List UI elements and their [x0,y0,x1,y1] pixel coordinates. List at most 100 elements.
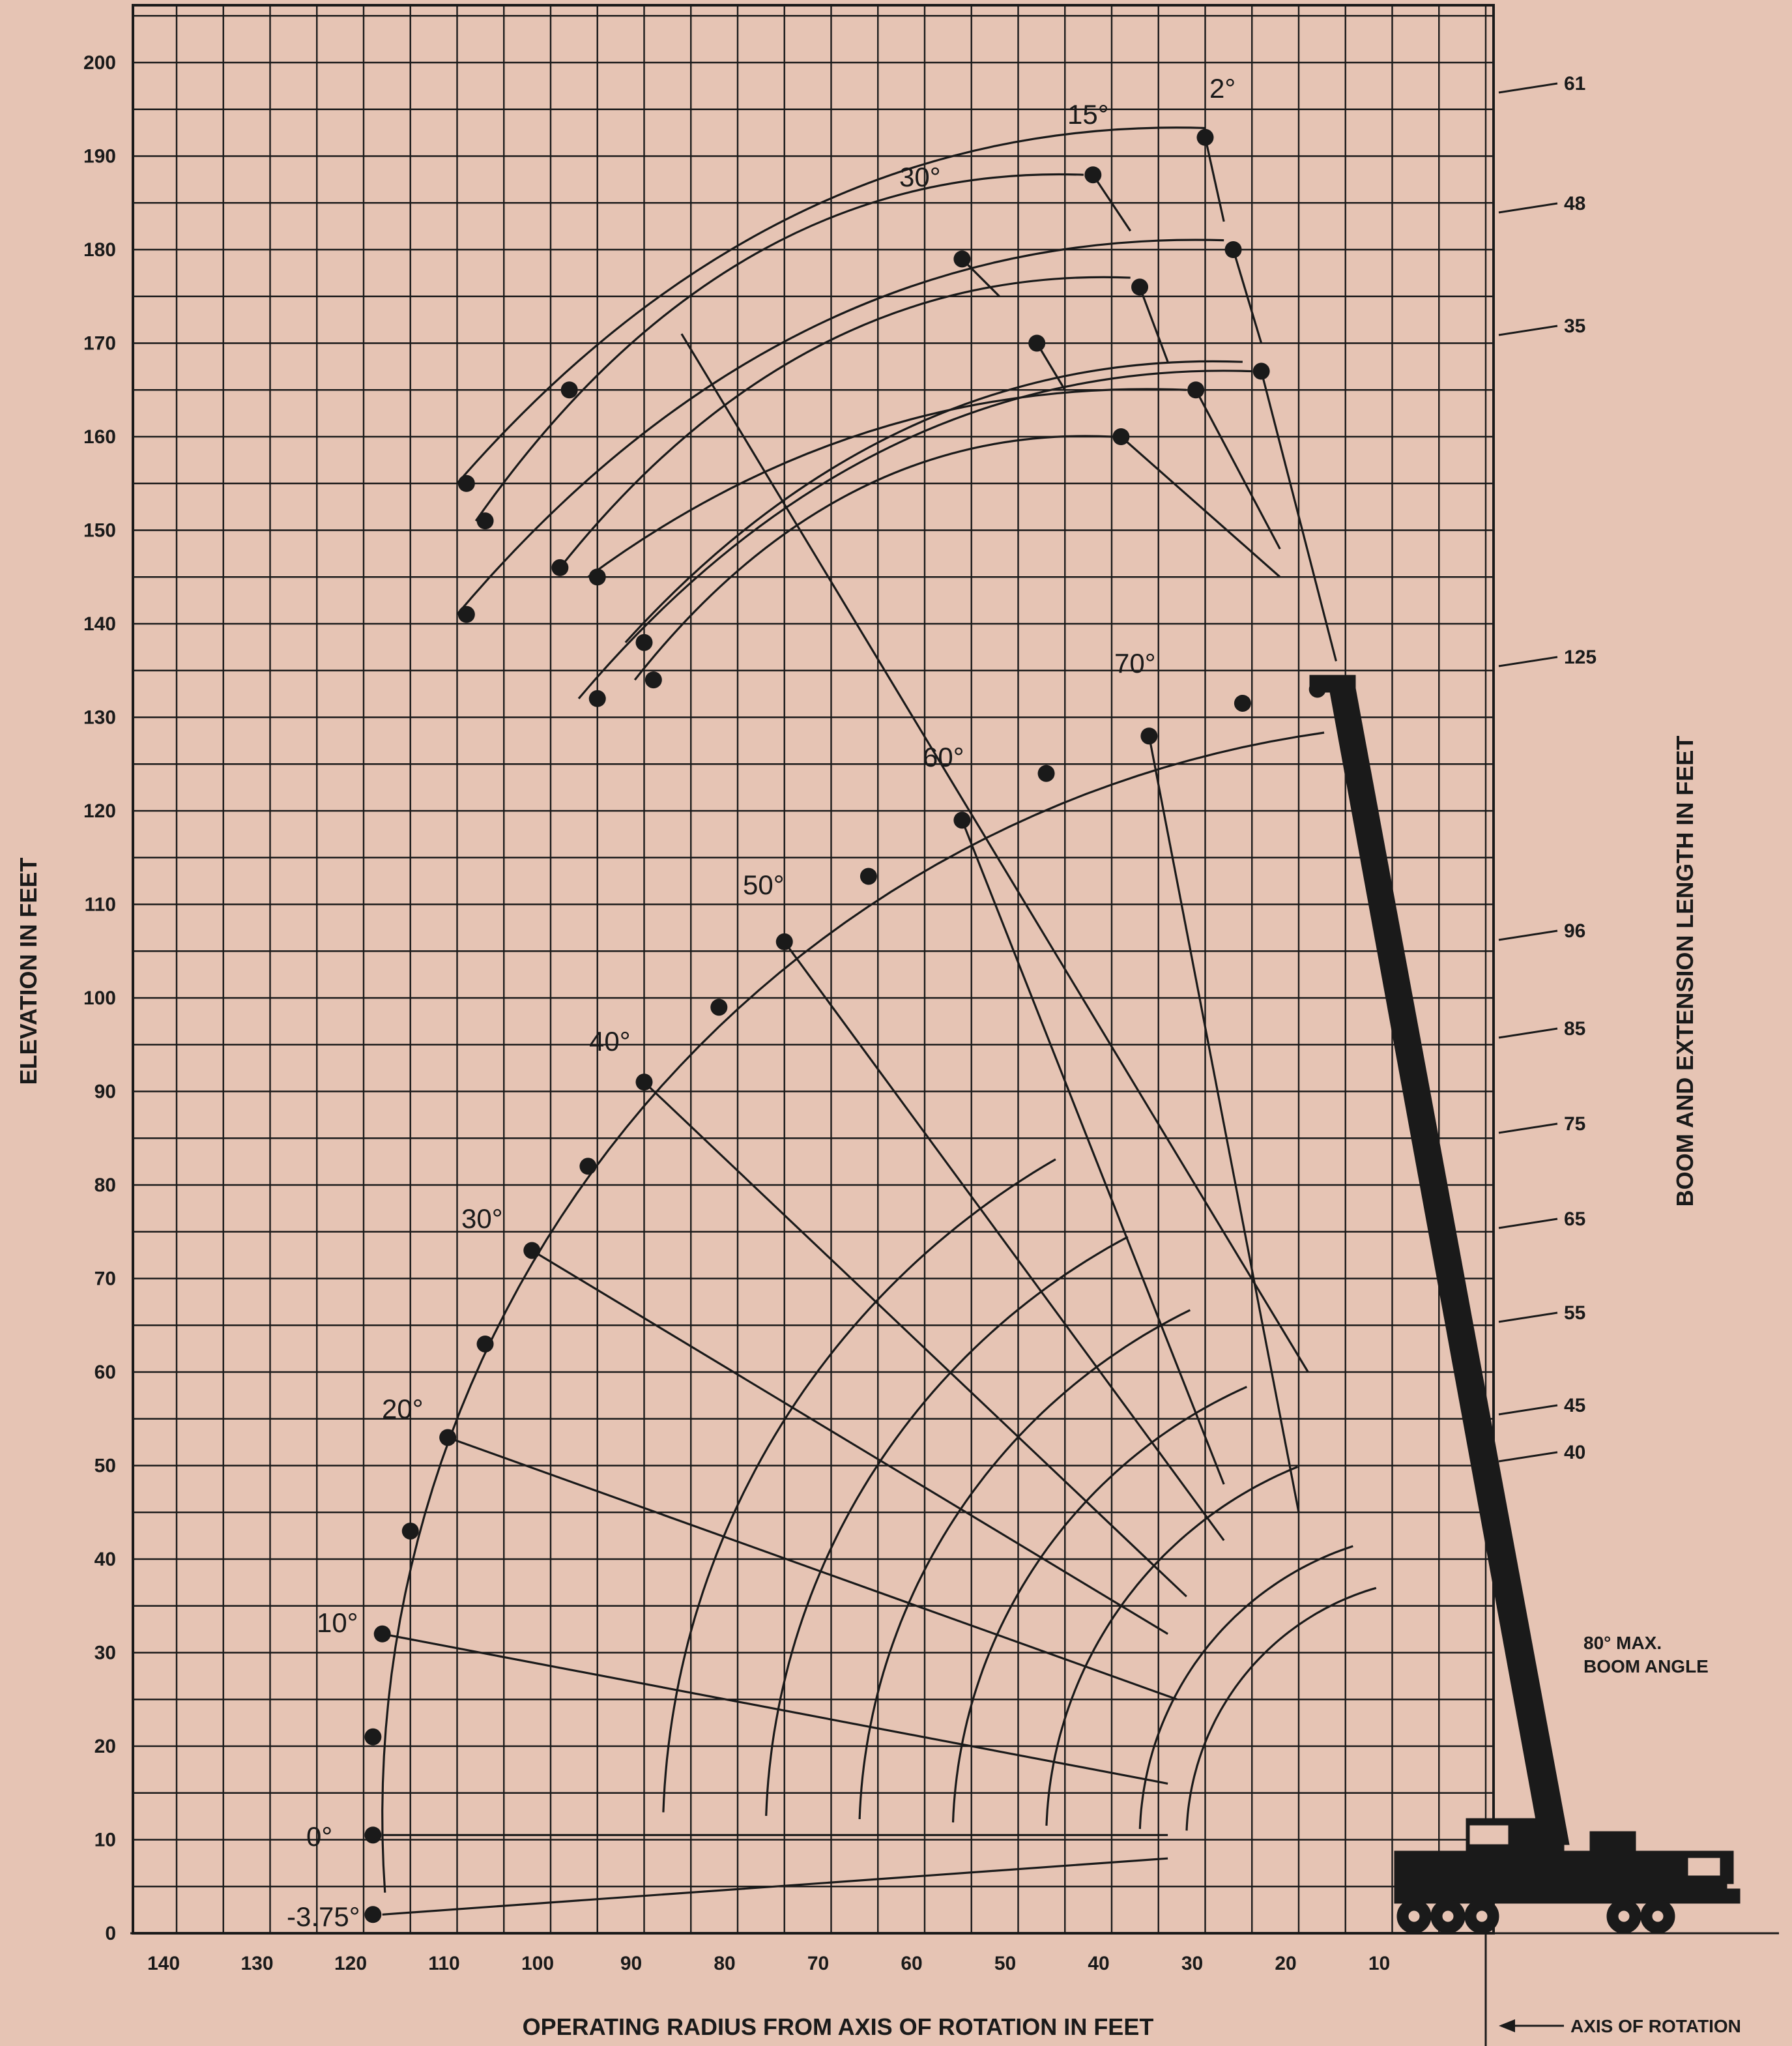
range-arc-55 [1045,1465,1299,1826]
range-point [1037,765,1055,782]
range-point [775,933,793,950]
range-point [860,868,877,885]
range-point [364,1906,382,1923]
range-point [551,559,569,576]
boom-length-label: 96 [1564,920,1585,942]
range-point [1084,166,1102,184]
grid [132,4,1495,1935]
y-axis-title: ELEVATION IN FEET [15,858,42,1085]
range-arc-45 [1138,1545,1353,1830]
y-tick-label: 160 [83,426,116,448]
range-point [579,1158,597,1175]
range-point [588,568,606,586]
y-tick-label: 150 [83,520,116,542]
angle-label-40: 40° [589,1026,631,1057]
boom-length-label: 45 [1564,1395,1585,1416]
y-tick-label: 190 [83,146,116,168]
x-tick-label: 10 [1368,1953,1390,1974]
range-point [1234,694,1251,712]
boom-length-label: 35 [1564,315,1585,337]
boom-length-label: 61 [1564,73,1585,95]
x-tick-label: 140 [147,1953,180,1974]
range-point [364,1826,382,1844]
y-tick-label: 90 [94,1081,116,1103]
angle-label-10: 10° [317,1607,358,1638]
x-tick-label: 120 [334,1953,367,1974]
angle-label-70: 70° [1114,648,1156,679]
x-tick-label: 60 [901,1953,922,1974]
offset-label-30: 30° [899,162,941,192]
range-point [439,1429,457,1446]
range-point [401,1522,419,1540]
range-point [588,690,606,707]
range-curves [381,126,1377,1916]
y-tick-label: 10 [94,1830,116,1851]
crane-truck-icon [1309,675,1741,1934]
x-axis-title: OPERATING RADIUS FROM AXIS OF ROTATION I… [523,2013,1154,2040]
range-point [635,1074,653,1091]
range-point [1252,362,1270,380]
range-arc-125 [381,731,1325,1893]
boom-length-label: 48 [1564,193,1585,214]
y-tick-label: 20 [94,1736,116,1757]
range-arc-65 [951,1386,1247,1823]
x-tick-label: 20 [1275,1953,1296,1974]
x-tick-label: 110 [428,1953,459,1974]
range-arc-96 [662,1158,1056,1813]
y-tick-label: 130 [83,707,116,729]
angle-label-60: 60° [923,742,964,772]
y-tick-label: 50 [94,1455,116,1477]
range-point [953,250,971,268]
range-point [953,811,971,829]
boom-length-labels: 61 48 35 125 96 85 75 65 55 45 40 [1498,73,1597,1463]
axis-of-rotation-arrow-icon [1499,2019,1564,2032]
offset-label-15: 15° [1067,99,1109,130]
y-tick-label: 120 [83,800,116,822]
range-point [1187,381,1205,399]
y-tick-label: 30 [94,1643,116,1664]
x-tick-label: 70 [807,1953,829,1974]
range-point [523,1242,541,1259]
range-point [644,671,662,689]
angle-label-20: 20° [382,1394,424,1424]
range-point [476,1335,494,1352]
boom-length-label: 65 [1564,1208,1585,1230]
y-tick-label: 200 [83,52,116,74]
range-arc-85 [765,1236,1129,1816]
y-tick-label: 100 [83,987,116,1009]
axis-of-rotation-label: AXIS OF ROTATION [1570,2016,1741,2036]
y-tick-label: 0 [105,1923,116,1944]
range-point [1196,128,1214,146]
range-point [710,999,728,1016]
angle-label-minus-3-75: -3.75° [287,1901,360,1932]
axis-ticks: 0 10 20 30 40 50 60 70 80 90 100 110 120 130 140 150 160… [83,52,1390,1974]
x-tick-label: 130 [240,1953,273,1974]
range-arc-40 [1185,1586,1377,1831]
y-tick-label: 180 [83,239,116,261]
range-point [476,512,494,530]
angle-label-0: 0° [306,1821,332,1852]
x-tick-label: 30 [1181,1953,1203,1974]
x-tick-label: 100 [521,1953,554,1974]
angle-label-50: 50° [743,870,785,900]
x-tick-label: 90 [620,1953,642,1974]
boom-length-axis-title: BOOM AND EXTENSION LENGTH IN FEET [1671,736,1698,1207]
range-point [1140,727,1158,745]
x-tick-label: 50 [994,1953,1016,1974]
y-tick-label: 110 [85,894,116,916]
boom-length-label: 55 [1564,1302,1585,1324]
y-tick-label: 40 [94,1549,116,1570]
range-point [364,1728,382,1746]
range-point [457,606,475,623]
range-point [1028,334,1046,352]
offset-label-2: 2° [1209,73,1236,104]
y-tick-label: 170 [83,333,116,355]
range-point [373,1625,391,1643]
boom-angle-points [364,128,1326,1923]
max-angle-note-line1: 80° MAX. [1583,1633,1662,1653]
range-point [457,475,475,492]
angle-label-30: 30° [461,1203,503,1234]
boom-length-label: 125 [1564,647,1597,668]
range-point [1112,428,1130,445]
